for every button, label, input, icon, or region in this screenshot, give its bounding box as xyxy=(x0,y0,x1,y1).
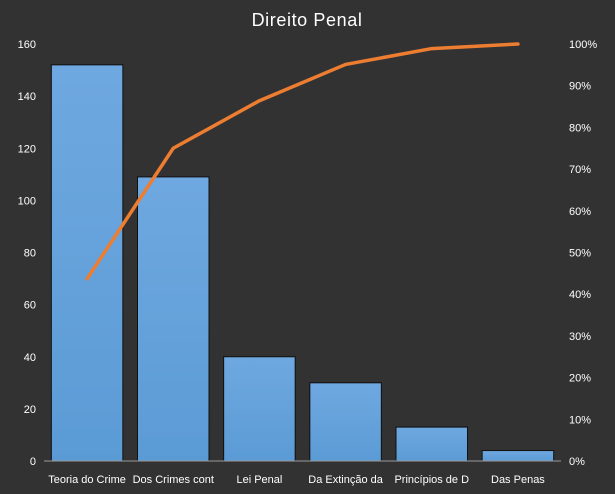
bar xyxy=(481,450,555,462)
y2-tick-label: 10% xyxy=(569,414,591,426)
x-axis-tick-labels: Teoria do Crime Dos Crimes cont Lei Penal D… xyxy=(48,474,545,486)
y-tick-label: 0 xyxy=(30,456,36,468)
y-tick-label: 100 xyxy=(18,195,36,207)
y-tick-label: 60 xyxy=(24,300,36,312)
y-tick-label: 40 xyxy=(24,352,36,364)
x-tick-label: Teoria do Crime xyxy=(48,474,126,486)
x-tick-label: Dos Crimes cont xyxy=(133,474,214,486)
x-tick-label: Das Penas xyxy=(491,474,545,486)
y-tick-label: 140 xyxy=(18,91,36,103)
y2-axis-tick-labels: 0% 10% 20% 30% 40% 50% 60% 70% 80% 90% 100% xyxy=(569,39,597,468)
cumulative-line-series xyxy=(85,42,520,281)
y-axis-tick-labels: 0 20 40 60 80 100 120 140 160 xyxy=(18,39,36,468)
y2-tick-label: 60% xyxy=(569,206,591,218)
bar xyxy=(309,382,382,462)
bar xyxy=(395,426,469,462)
y2-tick-label: 70% xyxy=(569,164,591,176)
bar xyxy=(50,64,124,462)
y2-tick-label: 80% xyxy=(569,122,591,134)
chart-title: Direito Penal xyxy=(252,10,363,30)
x-tick-label: Lei Penal xyxy=(236,474,282,486)
cumulative-line xyxy=(85,42,520,281)
bar-series xyxy=(50,64,555,462)
y2-tick-label: 90% xyxy=(569,81,591,93)
bar xyxy=(223,356,296,462)
y2-tick-label: 0% xyxy=(569,456,585,468)
y2-tick-label: 30% xyxy=(569,331,591,343)
y2-tick-label: 50% xyxy=(569,248,591,260)
y-tick-label: 160 xyxy=(18,39,36,51)
x-tick-label: Princípios de D xyxy=(394,474,469,486)
y2-tick-label: 100% xyxy=(569,39,597,51)
y-tick-label: 80 xyxy=(24,248,36,260)
y2-tick-label: 20% xyxy=(569,373,591,385)
y-tick-label: 120 xyxy=(18,143,36,155)
x-tick-label: Da Extinção da xyxy=(308,474,383,486)
y-tick-label: 20 xyxy=(24,404,36,416)
y2-tick-label: 40% xyxy=(569,289,591,301)
bar xyxy=(136,176,210,462)
